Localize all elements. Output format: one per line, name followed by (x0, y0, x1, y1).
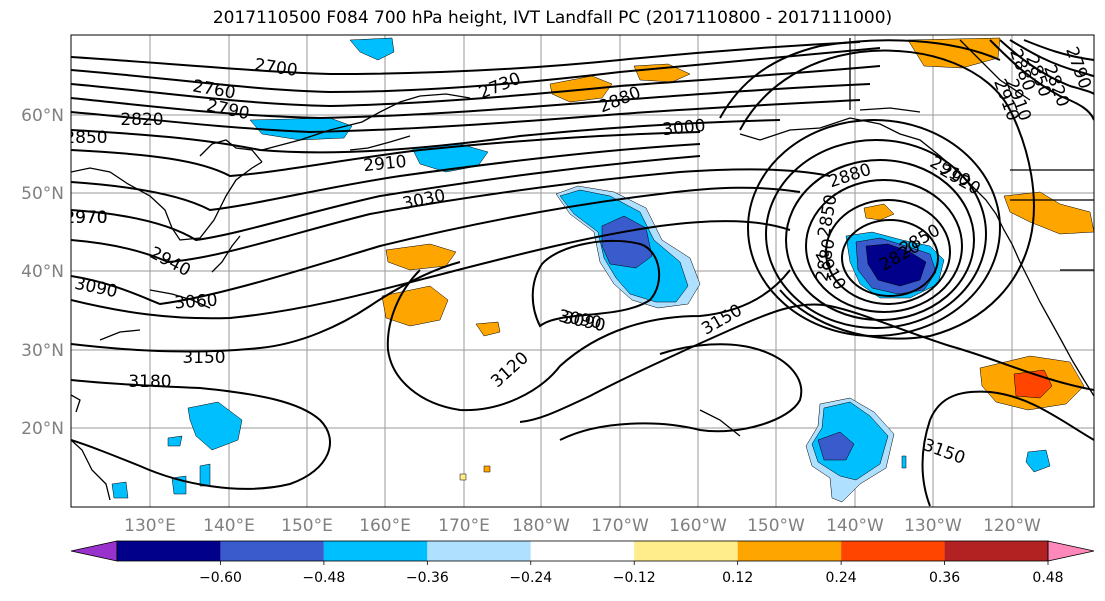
ivt-negative-area (901, 455, 907, 469)
colorbar-bin (530, 541, 635, 561)
latitude-label: 20°N (21, 419, 64, 439)
longitude-label: 170°W (591, 516, 649, 536)
longitude-label: 130°W (904, 516, 962, 536)
contour-label: 3060 (174, 291, 219, 314)
contour-label: 2970 (64, 208, 107, 228)
contour-label: 3000 (661, 116, 706, 140)
colorbar-tick-label: 0.36 (929, 570, 960, 586)
colorbar-bin (117, 541, 221, 561)
contour-label: 2850 (64, 128, 107, 148)
ivt-negative-area (187, 401, 243, 451)
ivt-negative-area (865, 243, 927, 287)
height-contours (71, 39, 1094, 507)
colorbar-bin (634, 541, 738, 561)
longitude-label: 130°E (124, 516, 176, 536)
colorbar-bin (737, 541, 842, 561)
ivt-positive-area (381, 285, 449, 327)
colorbar-tick-label: −0.24 (509, 570, 552, 586)
colorbar-tick-label: 0.12 (722, 570, 753, 586)
latitude-label: 40°N (21, 262, 64, 282)
longitude-label: 150°E (281, 516, 333, 536)
ivt-negative-area (1025, 449, 1051, 473)
latitude-label: 60°N (21, 106, 64, 126)
contour-label: 2820 (120, 110, 163, 130)
ivt-positive-area (459, 473, 467, 481)
longitude-label: 140°W (826, 516, 884, 536)
ivt-negative-area (349, 37, 395, 61)
colorbar-tick-label: −0.60 (199, 570, 242, 586)
longitude-label: 170°E (438, 516, 490, 536)
map-frame (70, 34, 1095, 508)
colorbar: −0.60 −0.48 −0.36 −0.24 −0.12 0.12 0.24 0.36 0.4… (70, 540, 1095, 586)
colorbar-extend-high (1047, 540, 1095, 562)
longitude-label: 120°W (983, 516, 1041, 536)
latitude-labels: 60°N 50°N 40°N 30°N 20°N (21, 106, 64, 439)
longitude-label: 150°W (747, 516, 805, 536)
longitude-label: 160°E (359, 516, 411, 536)
map-title: 2017110500 F084 700 hPa height, IVT Land… (212, 8, 893, 28)
colorbar-tick-label: −0.48 (302, 570, 345, 586)
colorbar-bin (220, 541, 324, 561)
longitude-labels: 130°E 140°E 150°E 160°E 170°E 180°W 170°W 160°W… (124, 516, 1041, 536)
contour-label: 3180 (128, 372, 171, 392)
longitude-label: 180°W (512, 516, 570, 536)
longitude-label: 140°E (203, 516, 255, 536)
ivt-positive-area (475, 321, 501, 337)
colorbar-bin (427, 541, 531, 561)
ivt-positive-area (1003, 191, 1094, 235)
contour-label: 2970 (64, 208, 107, 228)
contour-label: 3150 (182, 348, 225, 368)
colorbar-bin (323, 541, 428, 561)
colorbar-outline (116, 540, 1049, 562)
colorbar-tick-label: 0.24 (826, 570, 857, 586)
colorbar-tick-label: −0.36 (406, 570, 449, 586)
ivt-shading (111, 37, 1094, 503)
ivt-negative-area (167, 435, 183, 447)
ivt-negative-area (199, 463, 211, 487)
colorbar-bin (841, 541, 945, 561)
ivt-positive-area (483, 465, 491, 473)
ivt-negative-area (817, 431, 855, 461)
ivt-positive-area (863, 203, 895, 221)
colorbar-extend-low (70, 540, 118, 562)
colorbar-bin (944, 541, 1048, 561)
latitude-label: 50°N (21, 184, 64, 204)
colorbar-tick-label: −0.12 (613, 570, 656, 586)
colorbar-tick-label: 0.48 (1032, 570, 1063, 586)
ivt-positive-area (907, 37, 1001, 69)
latitude-label: 30°N (21, 341, 64, 361)
contour-label: 2910 (362, 152, 407, 176)
longitude-label: 160°W (669, 516, 727, 536)
ivt-negative-area (111, 481, 129, 499)
